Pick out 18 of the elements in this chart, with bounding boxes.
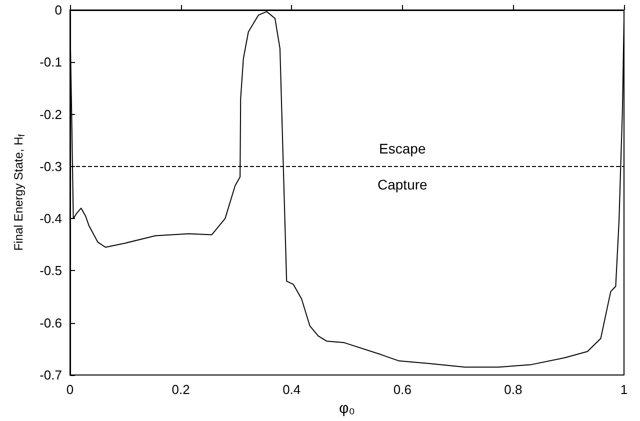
x-axis-title: φ₀ (339, 400, 355, 417)
annotation: Escape (379, 140, 426, 156)
annotation: Capture (377, 176, 428, 192)
y-tick-label: -0.7 (40, 368, 62, 382)
x-tick-label: 0.4 (282, 382, 301, 397)
y-tick-label: -0.5 (40, 263, 62, 278)
y-tick-label: -0.2 (40, 106, 62, 122)
x-tick-label: 0 (66, 382, 74, 397)
y-tick-label: -0.4 (40, 211, 62, 226)
x-tick-label: 1 (620, 382, 628, 397)
y-tick-label: 0 (54, 2, 62, 18)
y-axis-title: Final Energy State, Hf (12, 134, 26, 251)
x-tick-label: 0.2 (172, 382, 190, 397)
x-tick-label: 0.8 (504, 382, 522, 397)
y-tick-label: -0.6 (40, 315, 62, 330)
y-tick-label: -0.3 (40, 158, 62, 174)
y-tick-label: -0.1 (40, 54, 62, 70)
x-tick-label: 0.6 (393, 382, 412, 397)
